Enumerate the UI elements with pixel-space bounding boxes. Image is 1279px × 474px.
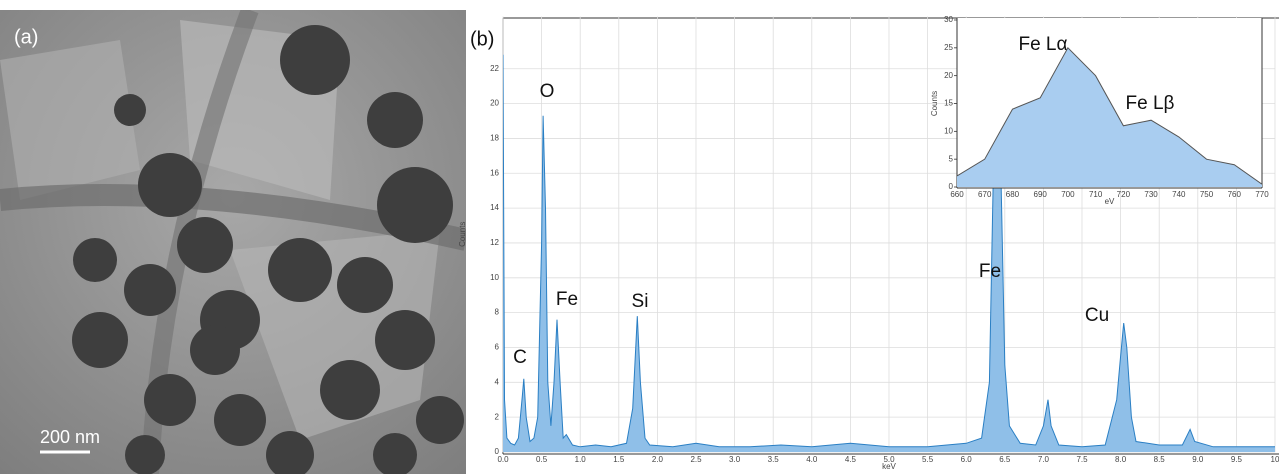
- y-tick-label: 25: [944, 43, 953, 52]
- y-tick-label: 8: [495, 308, 500, 317]
- x-tick-label: 7.0: [1038, 455, 1050, 464]
- y-tick-label: 2: [495, 412, 500, 421]
- x-tick-label: 720: [1117, 190, 1131, 199]
- x-tick-label: 690: [1034, 190, 1048, 199]
- x-axis-label: eV: [1105, 197, 1115, 206]
- panel-label: (a): [14, 26, 38, 48]
- spectrum-line: [957, 46, 1262, 185]
- y-tick-label: 15: [944, 99, 953, 108]
- x-tick-label: 7.5: [1076, 455, 1088, 464]
- y-tick-label: 0: [949, 182, 954, 191]
- y-tick-label: 5: [949, 154, 954, 163]
- x-tick-label: 1.5: [613, 455, 625, 464]
- x-tick-label: 740: [1172, 190, 1186, 199]
- peak-label: C: [513, 347, 527, 368]
- x-tick-label: 5.0: [883, 455, 895, 464]
- y-tick-label: 16: [490, 168, 499, 177]
- x-tick-label: 4.5: [845, 455, 857, 464]
- x-tick-label: 3.5: [768, 455, 780, 464]
- x-tick-label: 660: [950, 190, 964, 199]
- y-tick-label: 18: [490, 134, 499, 143]
- peak-label: Fe Lβ: [1126, 93, 1175, 114]
- x-tick-label: 9.0: [1192, 455, 1204, 464]
- x-tick-label: 2.5: [690, 455, 702, 464]
- x-tick-label: 10: [1271, 455, 1279, 464]
- x-tick-label: 1.0: [575, 455, 587, 464]
- peak-label: O: [540, 81, 555, 102]
- x-tick-label: 8.5: [1154, 455, 1166, 464]
- x-tick-label: 750: [1200, 190, 1214, 199]
- y-tick-label: 12: [490, 238, 499, 247]
- x-tick-label: 760: [1228, 190, 1242, 199]
- y-axis-label: Counts: [930, 91, 939, 116]
- y-tick-label: 10: [490, 273, 499, 282]
- spectrum: [503, 18, 1275, 452]
- x-axis-label: keV: [882, 462, 896, 471]
- peak-label: Fe: [556, 289, 578, 310]
- x-tick-label: 4.0: [806, 455, 818, 464]
- x-tick-label: 710: [1089, 190, 1103, 199]
- spectrum-line: [503, 18, 1275, 448]
- y-axis-label: Counts: [458, 222, 467, 247]
- x-tick-label: 0.0: [497, 455, 509, 464]
- x-tick-label: 670: [978, 190, 992, 199]
- y-tick-label: 22: [490, 64, 499, 73]
- x-tick-label: 6.0: [961, 455, 973, 464]
- y-tick-label: 6: [495, 343, 500, 352]
- x-tick-label: 6.5: [999, 455, 1011, 464]
- spectrum-area: [957, 47, 1262, 187]
- panel-label: (b): [470, 28, 494, 50]
- spectrum: [957, 46, 1262, 187]
- y-tick-label: 4: [495, 377, 500, 386]
- scale-bar-label: 200 nm: [40, 427, 100, 447]
- x-tick-label: 5.5: [922, 455, 934, 464]
- peak-label: Fe: [979, 261, 1001, 282]
- x-tick-label: 730: [1144, 190, 1158, 199]
- tem-image: [0, 10, 466, 474]
- peak-label: Cu: [1085, 305, 1109, 326]
- x-tick-label: 3.0: [729, 455, 741, 464]
- x-tick-label: 9.5: [1231, 455, 1243, 464]
- y-tick-label: 20: [490, 99, 499, 108]
- y-tick-label: 14: [490, 203, 499, 212]
- peak-label: Si: [632, 291, 649, 312]
- x-tick-label: 0.5: [536, 455, 548, 464]
- x-tick-label: 770: [1255, 190, 1269, 199]
- y-tick-label: 0: [495, 447, 500, 456]
- x-tick-label: 700: [1061, 190, 1075, 199]
- x-tick-label: 680: [1006, 190, 1020, 199]
- y-tick-label: 30: [944, 15, 953, 24]
- peak-label: Fe Lα: [1018, 34, 1067, 55]
- x-tick-label: 2.0: [652, 455, 664, 464]
- x-tick-label: 8.0: [1115, 455, 1127, 464]
- y-tick-label: 20: [944, 71, 953, 80]
- y-tick-label: 10: [944, 126, 953, 135]
